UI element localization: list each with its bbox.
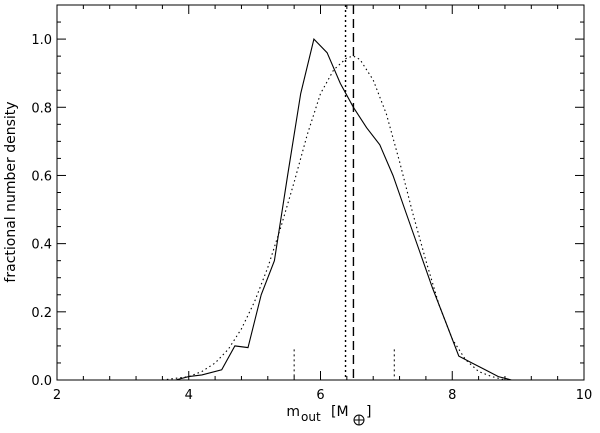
x-tick-label: 2 bbox=[53, 388, 61, 403]
y-axis-ticks: 0.0 0.2 0.4 0.6 0.8 1.0 bbox=[31, 4, 584, 389]
x-label-unit: [M bbox=[331, 404, 349, 420]
svg-text:[M: [M bbox=[331, 404, 349, 420]
y-tick-label: 0.4 bbox=[31, 238, 52, 253]
series-line-solid bbox=[76, 38, 519, 381]
x-tick-label: 4 bbox=[185, 388, 193, 403]
series-line-dotted bbox=[162, 55, 506, 381]
y-tick-label: 1.0 bbox=[31, 33, 52, 48]
y-axis-label: fractional number density bbox=[3, 101, 19, 282]
x-label-sub: out bbox=[301, 410, 321, 424]
y-tick-label: 0.2 bbox=[31, 306, 52, 321]
x-tick-label: 6 bbox=[316, 388, 324, 403]
y-tick-label: 0.8 bbox=[31, 101, 52, 116]
svg-text:]: ] bbox=[366, 404, 371, 420]
x-label-main: m bbox=[286, 404, 300, 420]
y-tick-label: 0.0 bbox=[31, 374, 52, 389]
svg-text:out: out bbox=[301, 410, 321, 424]
reference-lines bbox=[293, 5, 395, 380]
x-tick-label: 10 bbox=[576, 388, 593, 403]
x-label-unit-close: ] bbox=[366, 404, 371, 420]
x-axis-label: m out [M ] bbox=[286, 404, 371, 426]
svg-text:m: m bbox=[286, 404, 300, 420]
earth-mass-icon bbox=[353, 414, 365, 426]
y-tick-label: 0.6 bbox=[31, 169, 52, 184]
plot-frame bbox=[56, 4, 585, 381]
x-tick-label: 8 bbox=[448, 388, 456, 403]
series-group bbox=[76, 38, 519, 381]
x-axis-ticks: 2 4 6 8 10 bbox=[53, 5, 592, 403]
